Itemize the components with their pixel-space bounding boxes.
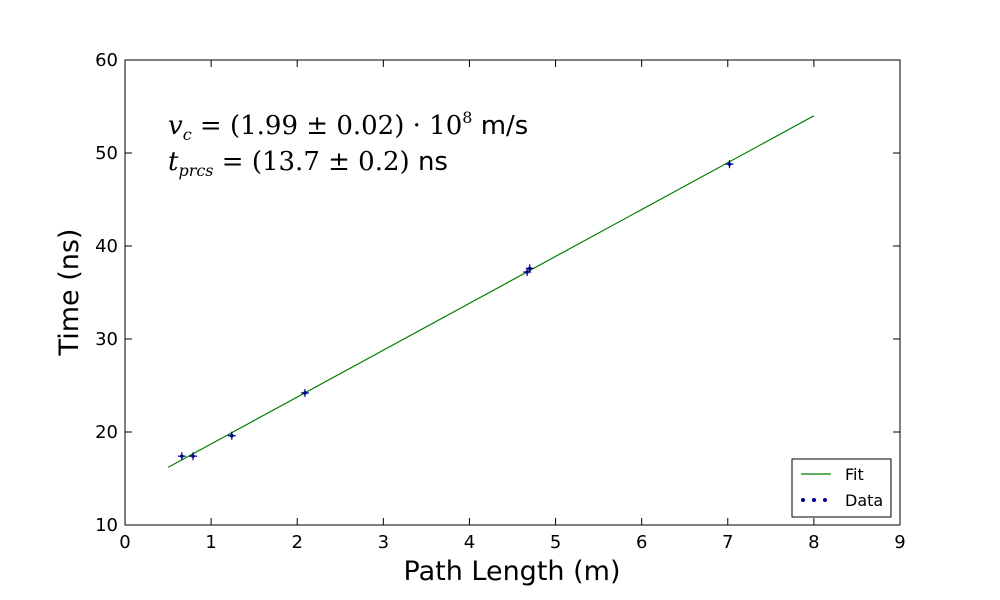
legend: Fit Data <box>791 458 892 518</box>
y-tick-label: 60 <box>95 50 118 71</box>
data-point <box>177 452 186 461</box>
y-tick-label: 40 <box>95 236 118 257</box>
axis-ticks: 0 1 2 3 4 5 6 7 8 9 10 20 30 40 50 60 <box>95 50 906 553</box>
annotation-velocity: vc = (1.99 ± 0.02) · 108 m/s <box>168 108 528 144</box>
legend-data-label: Data <box>845 491 883 510</box>
x-tick-label: 7 <box>722 532 733 553</box>
x-tick-label: 1 <box>205 532 216 553</box>
y-tick-label: 20 <box>95 422 118 443</box>
annotation-time: tprcs = (13.7 ± 0.2) ns <box>168 147 448 180</box>
data-point <box>525 264 534 273</box>
fit-annotation: vc = (1.99 ± 0.02) · 108 m/s tprcs = (13… <box>168 108 528 180</box>
series-layer <box>167 115 815 468</box>
x-tick-label: 3 <box>378 532 389 553</box>
annotation-time-unit: ns <box>418 147 448 177</box>
x-tick-label: 4 <box>464 532 475 553</box>
data-point <box>725 160 734 169</box>
data-point <box>189 452 198 461</box>
legend-data-swatch-dot <box>801 498 805 502</box>
y-tick-label: 10 <box>95 515 118 536</box>
x-tick-label: 5 <box>550 532 561 553</box>
x-tick-label: 8 <box>808 532 819 553</box>
legend-data-swatch-dot <box>812 498 816 502</box>
y-tick-label: 30 <box>95 329 118 350</box>
y-axis-label: Time (ns) <box>54 229 85 357</box>
fit-line <box>167 115 815 468</box>
legend-data-swatch-dot <box>823 498 827 502</box>
annotation-velocity-unit: m/s <box>472 111 528 141</box>
x-tick-label: 0 <box>119 532 130 553</box>
x-tick-label: 9 <box>894 532 905 553</box>
data-point <box>227 431 236 440</box>
x-tick-label: 6 <box>636 532 647 553</box>
legend-box <box>791 458 892 518</box>
x-tick-label: 2 <box>291 532 302 553</box>
legend-fit-label: Fit <box>845 465 864 484</box>
plot-area-frame <box>124 59 901 526</box>
data-point <box>300 388 309 397</box>
y-tick-label: 50 <box>95 143 118 164</box>
x-axis-label: Path Length (m) <box>404 556 621 587</box>
